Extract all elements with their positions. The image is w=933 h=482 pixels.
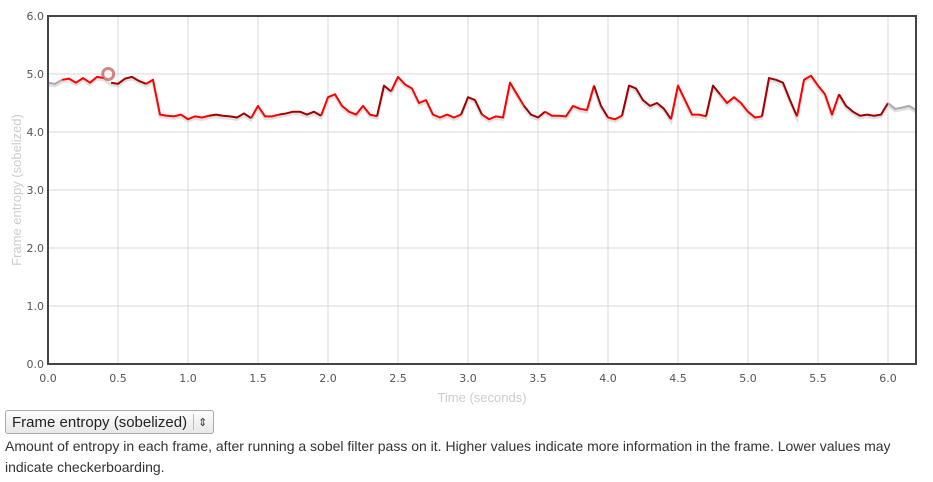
series-segment: [705, 84, 721, 117]
series-segment: [376, 84, 392, 117]
series-segment: [320, 93, 378, 118]
series-segment: [278, 110, 322, 117]
y-tick-label: 2.0: [27, 242, 45, 255]
y-axis-label: Frame entropy (sobelized): [9, 114, 24, 266]
select-divider: [193, 414, 195, 430]
metric-description: Amount of entropy in each frame, after r…: [5, 438, 891, 475]
y-tick-label: 1.0: [27, 300, 45, 313]
x-tick-label: 5.0: [739, 372, 757, 385]
x-axis-label: Time (seconds): [437, 390, 526, 405]
x-tick-label: 2.5: [389, 372, 407, 385]
series-segment: [621, 84, 672, 120]
series-segment: [593, 85, 609, 119]
series-segment: [208, 112, 252, 119]
series-segment: [250, 104, 280, 119]
series-segment: [47, 78, 63, 85]
grid: [47, 15, 916, 365]
x-tick-label: 6.0: [879, 372, 897, 385]
series-segment: [670, 84, 707, 120]
series: [47, 67, 917, 126]
y-tick-label: 3.0: [27, 184, 45, 197]
series-shadow: [47, 75, 917, 126]
series-segment: [110, 75, 147, 85]
x-tick-label: 2.0: [319, 372, 337, 385]
series-segment: [607, 114, 623, 121]
series-segment: [719, 93, 763, 119]
series-segment: [523, 105, 546, 119]
x-tick-label: 5.5: [809, 372, 827, 385]
plot-frame: [47, 15, 917, 365]
x-tick-label: 1.5: [249, 372, 267, 385]
x-tick-label: 0.5: [109, 372, 127, 385]
updown-chevron-icon: ⇕: [198, 416, 208, 429]
series-segment: [796, 74, 840, 117]
metric-select[interactable]: Frame entropy (sobelized) ⇕: [5, 410, 215, 434]
x-tick-label: 3.5: [529, 372, 547, 385]
x-tick-label: 4.0: [599, 372, 617, 385]
series-segment: [838, 93, 889, 117]
y-tick-label: 0.0: [27, 358, 45, 371]
y-tick-label: 5.0: [27, 68, 45, 81]
metric-select-value: Frame entropy (sobelized): [12, 413, 188, 431]
series-segment: [390, 75, 462, 119]
x-tick-label: 1.0: [179, 372, 197, 385]
ticks: 0.0 0.5 1.0 1.5 2.0 2.5 3.0 3.5 4.0 4.5 5.0 5.5 6.0 0…: [27, 10, 897, 385]
x-tick-label: 4.5: [669, 372, 687, 385]
x-tick-label: 3.0: [459, 372, 477, 385]
series-segment: [544, 85, 595, 118]
series-segment: [61, 75, 105, 84]
entropy-chart: 0.0 0.5 1.0 1.5 2.0 2.5 3.0 3.5 4.0 4.5 5.0 5.5 6.0 0…: [9, 10, 917, 405]
highlight-marker: [101, 67, 116, 81]
series-segment: [145, 78, 210, 121]
series-segment: [761, 77, 798, 117]
x-tick-label: 0.0: [39, 372, 57, 385]
y-tick-label: 4.0: [27, 126, 45, 139]
series-segment: [887, 102, 917, 111]
y-tick-label: 6.0: [27, 10, 45, 23]
series-segment: [460, 96, 483, 116]
series-segment: [481, 81, 525, 121]
